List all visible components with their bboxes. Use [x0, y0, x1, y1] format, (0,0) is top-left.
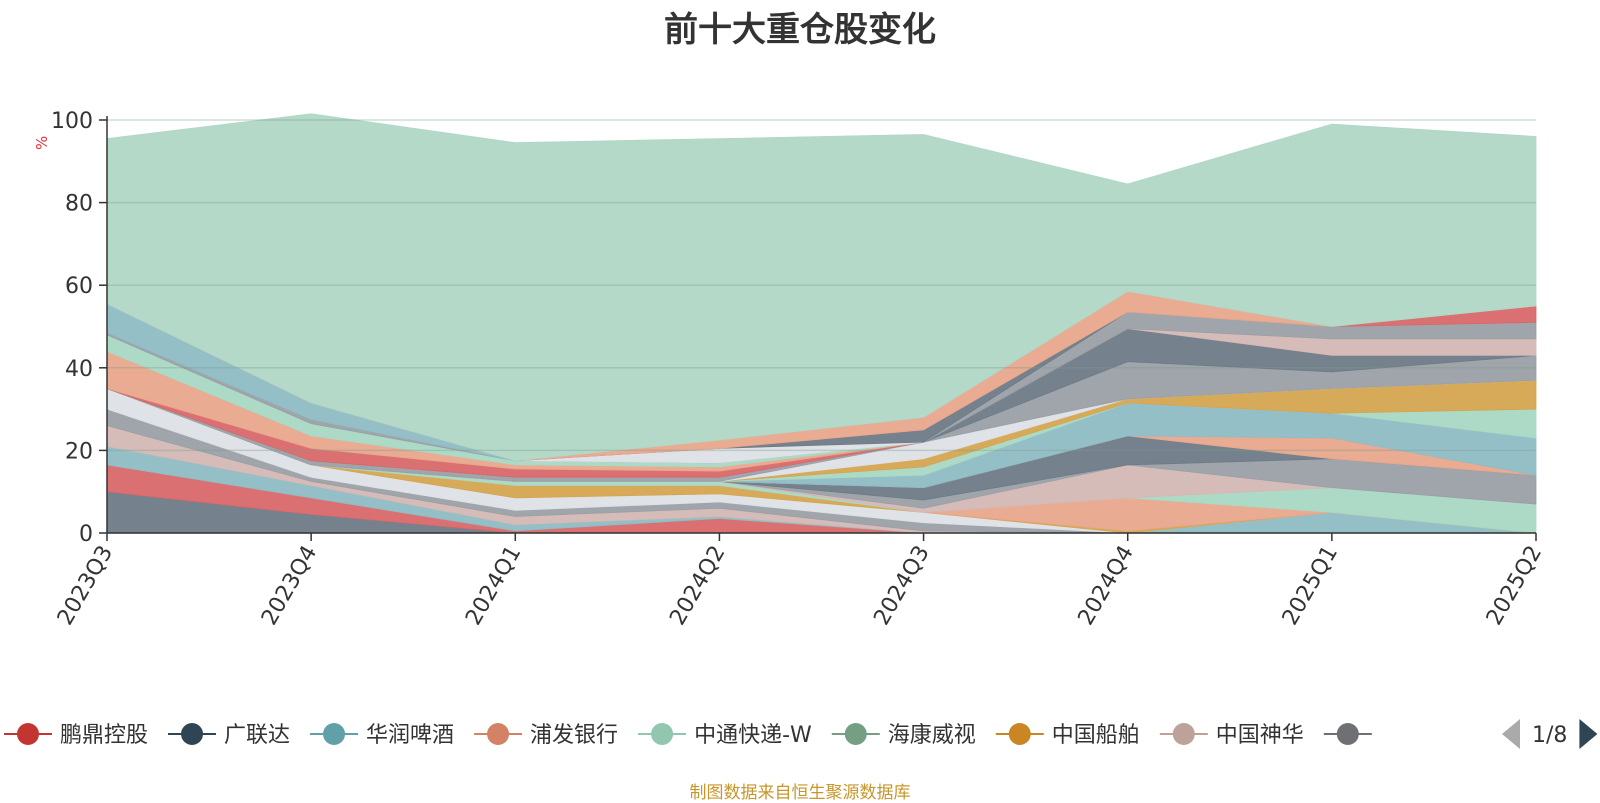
legend-label: 广联达	[224, 723, 290, 748]
legend-item-6[interactable]: 海康威视	[831, 723, 976, 748]
legend-label: 鹏鼎控股	[60, 723, 148, 748]
legend-circle-marker	[17, 723, 39, 745]
y-tick-label: 60	[65, 274, 93, 299]
x-tick-label: 2023Q3	[53, 542, 118, 630]
legend-circle-marker	[181, 723, 204, 745]
y-tick-label: 80	[65, 192, 93, 217]
y-tick-label: 100	[51, 109, 93, 134]
page-prev-icon[interactable]	[1502, 719, 1520, 749]
y-tick-label: 20	[65, 439, 93, 464]
legend-item-4[interactable]: 浦发银行	[474, 723, 618, 748]
legend-item-9[interactable]	[1323, 723, 1372, 745]
legend-label: 中国神华	[1216, 723, 1304, 748]
legend-item-8[interactable]: 中国神华	[1159, 723, 1304, 748]
legend-item-3[interactable]: 华润啤酒	[310, 723, 454, 748]
y-tick-label: 40	[65, 357, 93, 382]
page-next-icon[interactable]	[1579, 719, 1598, 749]
chart-title: 前十大重仓股变化	[664, 10, 936, 50]
x-tick-label: 2024Q1	[461, 542, 526, 630]
legend-page-indicator: 1/8	[1532, 723, 1567, 748]
legend-label: 浦发银行	[530, 723, 618, 748]
legend-pager: 1/8	[1502, 719, 1598, 749]
legend-item-1[interactable]: 鹏鼎控股	[4, 723, 148, 748]
source-note: 制图数据来自恒生聚源数据库	[689, 783, 911, 803]
x-tick-label: 2023Q4	[257, 542, 322, 630]
x-tick-label: 2024Q4	[1074, 542, 1139, 630]
legend-circle-marker	[1336, 723, 1359, 745]
x-tick-label: 2025Q1	[1278, 542, 1343, 630]
legend-circle-marker	[323, 723, 346, 745]
x-tick-label: 2024Q3	[869, 542, 934, 630]
legend-circle-marker	[651, 723, 674, 745]
legend-item-5[interactable]: 中通快递-W	[638, 723, 812, 748]
x-tick-label: 2025Q2	[1482, 542, 1547, 630]
area-layer	[106, 113, 1537, 534]
legend-circle-marker	[844, 723, 867, 745]
legend-label: 中通快递-W	[694, 723, 812, 748]
legend-label: 中国船舶	[1052, 723, 1140, 748]
legend-circle-marker	[1008, 723, 1031, 745]
legend-circle-marker	[487, 723, 510, 745]
y-tick-label: 0	[79, 522, 93, 547]
area-series-30	[106, 113, 1537, 462]
x-tick-label: 2024Q2	[665, 542, 730, 630]
legend-label: 华润啤酒	[366, 723, 454, 748]
legend-circle-marker	[1172, 723, 1195, 745]
legend-label: 海康威视	[888, 723, 976, 748]
legend-item-7[interactable]: 中国船舶	[995, 723, 1140, 748]
legend-item-2[interactable]: 广联达	[168, 723, 290, 748]
legend: 鹏鼎控股 广联达 华润啤酒 浦发银行 中通快递-W 海康威视 中国船舶 中国神华 1/8	[4, 719, 1598, 749]
